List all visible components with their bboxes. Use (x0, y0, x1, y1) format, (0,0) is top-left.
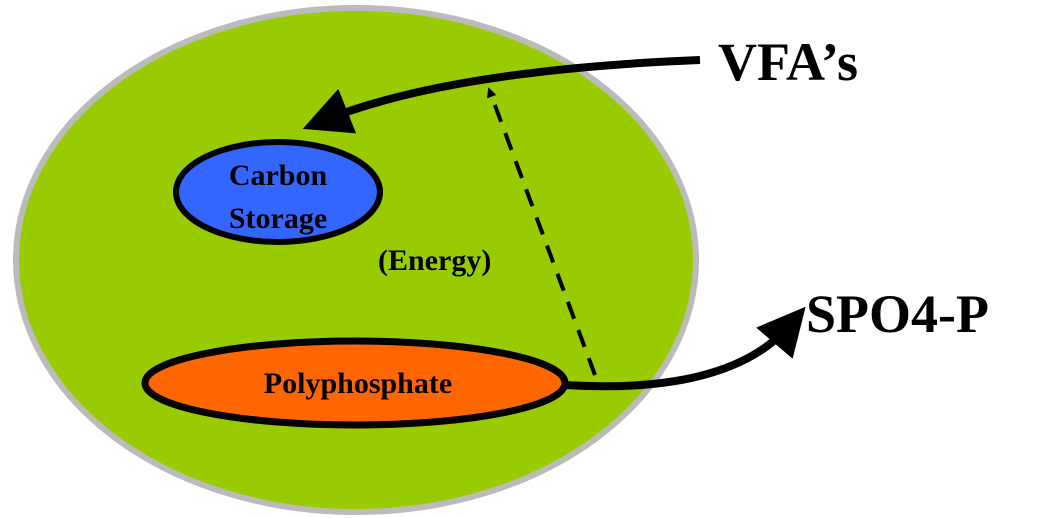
polyphosphate-node (141, 337, 569, 429)
node-label: SPO4-P (806, 284, 989, 344)
carbon-storage-node (173, 139, 383, 245)
spo4-arrow (564, 306, 806, 391)
node-label: Polyphosphate (264, 367, 452, 400)
vfa-arrow (302, 56, 701, 134)
node-label: VFA’s (718, 32, 858, 92)
cell (13, 5, 699, 515)
node-label: Storage (229, 202, 327, 235)
energy-arrow (487, 87, 597, 376)
node-label: (Energy) (378, 244, 491, 277)
node-label: Carbon (229, 159, 328, 192)
